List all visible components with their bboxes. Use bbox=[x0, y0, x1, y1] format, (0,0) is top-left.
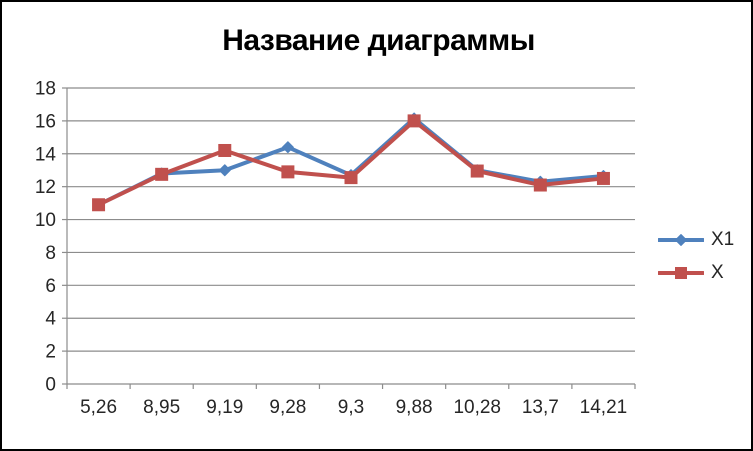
legend-label-x: X bbox=[711, 262, 724, 283]
svg-text:6: 6 bbox=[45, 276, 56, 297]
svg-text:14: 14 bbox=[35, 144, 57, 165]
svg-text:8: 8 bbox=[45, 243, 56, 264]
svg-text:0: 0 bbox=[45, 375, 56, 396]
svg-text:9,3: 9,3 bbox=[338, 397, 364, 418]
svg-text:10,28: 10,28 bbox=[453, 397, 501, 418]
svg-text:18: 18 bbox=[35, 79, 56, 100]
svg-text:12: 12 bbox=[35, 177, 56, 198]
svg-text:2: 2 bbox=[45, 342, 56, 363]
svg-text:9,19: 9,19 bbox=[206, 397, 243, 418]
legend-label-x1: X1 bbox=[711, 229, 735, 250]
legend-sample-x-icon bbox=[658, 266, 704, 279]
svg-text:16: 16 bbox=[35, 111, 56, 132]
chart-title: Название диаграммы bbox=[222, 24, 535, 57]
legend-sample-x1-icon bbox=[658, 233, 704, 246]
svg-text:5,26: 5,26 bbox=[80, 397, 117, 418]
svg-text:9,28: 9,28 bbox=[269, 397, 306, 418]
svg-text:10: 10 bbox=[35, 210, 56, 231]
svg-text:8,95: 8,95 bbox=[143, 397, 180, 418]
legend-entry-x: X bbox=[658, 263, 734, 282]
legend: X1 X bbox=[658, 230, 734, 282]
svg-text:4: 4 bbox=[45, 309, 56, 330]
svg-text:13,7: 13,7 bbox=[522, 397, 559, 418]
svg-text:9,88: 9,88 bbox=[396, 397, 433, 418]
legend-entry-x1: X1 bbox=[658, 230, 734, 249]
svg-text:14,21: 14,21 bbox=[580, 397, 628, 418]
